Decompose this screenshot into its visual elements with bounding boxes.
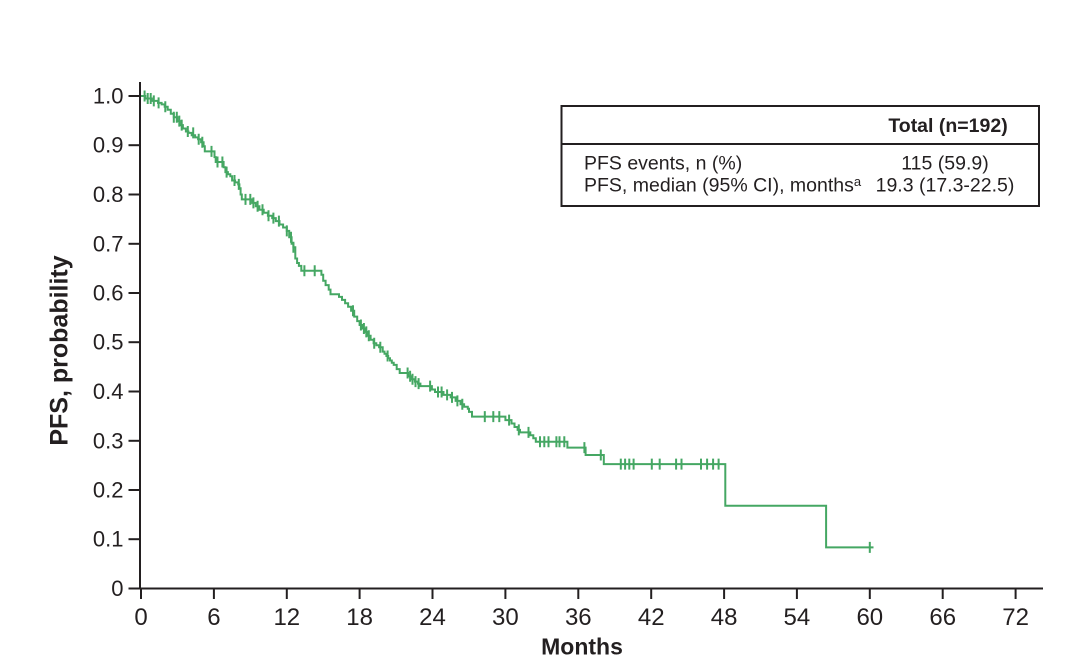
svg-text:PFS, probability: PFS, probability: [46, 255, 74, 445]
svg-text:54: 54: [784, 604, 811, 631]
svg-text:0: 0: [134, 604, 147, 631]
svg-text:0.5: 0.5: [93, 330, 124, 355]
svg-text:30: 30: [492, 604, 519, 631]
svg-text:19.3 (17.3-22.5): 19.3 (17.3-22.5): [876, 175, 1015, 197]
svg-text:12: 12: [273, 604, 300, 631]
svg-text:Total (n=192): Total (n=192): [888, 115, 1007, 137]
svg-text:0: 0: [111, 576, 123, 601]
svg-text:24: 24: [419, 604, 446, 631]
svg-text:66: 66: [929, 604, 956, 631]
svg-text:0.9: 0.9: [93, 133, 124, 158]
svg-text:48: 48: [711, 604, 738, 631]
svg-text:0.8: 0.8: [93, 182, 124, 207]
svg-text:1.0: 1.0: [93, 84, 124, 109]
svg-text:Months: Months: [541, 634, 623, 660]
svg-text:18: 18: [346, 604, 373, 631]
svg-text:60: 60: [856, 604, 883, 631]
svg-text:36: 36: [565, 604, 592, 631]
svg-text:PFS, median (95% CI), monthsa: PFS, median (95% CI), monthsa: [584, 174, 862, 197]
svg-text:0.6: 0.6: [93, 281, 124, 306]
svg-text:72: 72: [1002, 604, 1029, 631]
svg-text:115 (59.9): 115 (59.9): [901, 153, 988, 175]
svg-text:6: 6: [207, 604, 220, 631]
svg-text:0.2: 0.2: [93, 478, 124, 503]
svg-text:42: 42: [638, 604, 665, 631]
svg-text:0.1: 0.1: [93, 527, 124, 552]
svg-text:0.3: 0.3: [93, 428, 124, 453]
svg-text:PFS events, n (%): PFS events, n (%): [584, 153, 742, 175]
svg-text:0.7: 0.7: [93, 231, 124, 256]
svg-text:0.4: 0.4: [93, 379, 124, 404]
